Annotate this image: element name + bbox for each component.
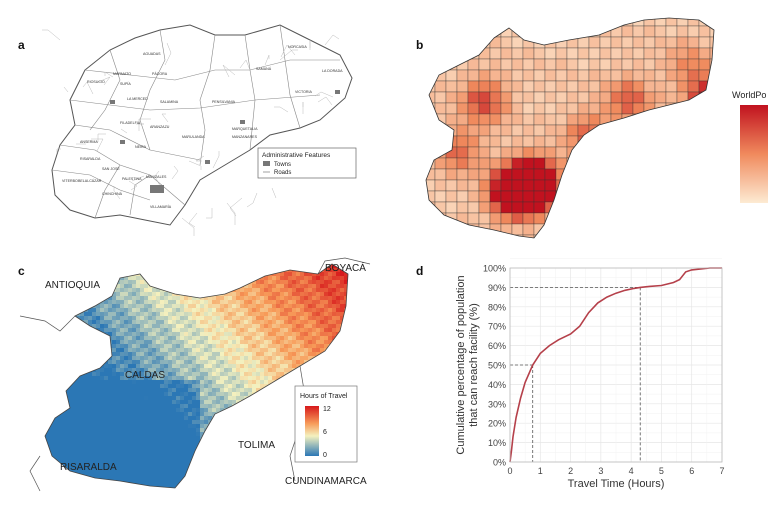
y-tick-label: 50% xyxy=(488,361,506,371)
y-tick-label: 100% xyxy=(483,264,506,274)
municipality-label: FILADELFIA xyxy=(120,121,141,125)
plot-frame xyxy=(509,267,723,463)
label-cundinamarca: CUNDINAMARCA xyxy=(285,476,367,487)
municipality-label: SUPÍA xyxy=(120,82,131,86)
y-tick-label: 0% xyxy=(493,458,506,468)
label-tolima: TOLIMA xyxy=(238,440,275,451)
municipality-label: ARANZAZU xyxy=(150,125,170,129)
panel-b-legend-title: WorldPo xyxy=(732,90,766,100)
series-line-cumulative xyxy=(509,267,722,463)
panel-b: b WorldPo xyxy=(384,0,768,256)
x-tick-label: 2 xyxy=(568,466,573,476)
panel-a-legend-title: Administrative Features xyxy=(262,152,331,159)
legend-roads: Roads xyxy=(274,170,291,176)
travel-time-map: ANTIOQUIA BOYACÁ CALDAS TOLIMA RISARALDA… xyxy=(19,257,371,492)
y-axis-label-line2: that can reach facility (%) xyxy=(468,303,480,427)
municipality-label: LA MERCED xyxy=(127,97,148,101)
municipality-label: PALESTINA xyxy=(122,177,142,181)
panel-a: a AGUADAS PÁCORA SAMANÁ NORCASIA LA DORADA MA… xyxy=(0,0,384,256)
cumulative-population-chart: 0% 10% 20% 30% 40% 50% 60% 70% 80% 90% 100% 0 1 2 3 4 5… xyxy=(455,258,725,490)
municipality-label: PENSILVANIA xyxy=(212,100,236,104)
legend-tick-12: 12 xyxy=(323,406,331,413)
y-tick-label: 70% xyxy=(488,322,506,332)
y-tick-label: 40% xyxy=(488,380,506,390)
panel-c-legend-bar xyxy=(305,406,319,456)
legend-tick-0: 0 xyxy=(323,452,327,459)
caldas-outline xyxy=(51,24,353,226)
label-risaralda: RISARALDA xyxy=(60,462,117,473)
x-tick-label: 1 xyxy=(538,466,543,476)
y-tick-label: 20% xyxy=(488,419,506,429)
x-tick-label: 0 xyxy=(507,466,512,476)
municipality-label: PÁCORA xyxy=(152,72,168,76)
x-tick-label: 5 xyxy=(659,466,664,476)
municipal-map: AGUADAS PÁCORA SAMANÁ NORCASIA LA DORADA MARM… xyxy=(42,24,357,236)
panel-a-label: a xyxy=(18,38,25,52)
legend-towns: Towns xyxy=(274,162,291,168)
municipality-label: AGUADAS xyxy=(143,52,161,56)
label-antioquia: ANTIOQUIA xyxy=(45,280,100,291)
municipality-label: MANIZALES xyxy=(146,175,167,179)
municipality-label: MARULANDA xyxy=(182,135,205,139)
x-axis-label: Travel Time (Hours) xyxy=(568,478,665,490)
municipality-label: RISARALDA xyxy=(80,157,101,161)
municipality-label: MARMATO xyxy=(113,72,131,76)
y-axis-label-line1: Cumulative percentage of population xyxy=(455,275,467,454)
municipality-label: NEIRA xyxy=(135,145,147,149)
y-tick-label: 90% xyxy=(488,283,506,293)
panel-b-legend-bar xyxy=(740,105,768,203)
y-tick-label: 10% xyxy=(488,438,506,448)
label-caldas: CALDAS xyxy=(125,370,165,381)
x-tick-label: 7 xyxy=(719,466,724,476)
municipality-label: CHINCHINÁ xyxy=(102,192,123,196)
municipality-label: BELALCÁZAR xyxy=(78,179,102,183)
municipality-label: NORCASIA xyxy=(288,45,307,49)
panel-d-label: d xyxy=(416,264,424,278)
municipality-label: ANSERMA xyxy=(80,140,98,144)
y-tick-label: 60% xyxy=(488,341,506,351)
x-tick-label: 6 xyxy=(689,466,694,476)
municipality-label: MANZANARES xyxy=(232,135,258,139)
y-tick-label: 80% xyxy=(488,302,506,312)
label-boyaca: BOYACÁ xyxy=(325,261,366,274)
municipality-label: VITERBO xyxy=(62,179,78,183)
municipality-label: VILLAMARÍA xyxy=(150,205,172,209)
municipality-label: RIOSUCIO xyxy=(87,80,105,84)
x-tick-label: 4 xyxy=(629,466,634,476)
municipality-label: MARQUETALIA xyxy=(232,127,258,131)
panel-d: d 0% 10% 20% 30% 40% 50% 60% 70% 80% 90% 100% 0 1 2 3… xyxy=(384,256,768,512)
municipality-label: SAN JOSÉ xyxy=(102,166,120,171)
municipality-label: LA DORADA xyxy=(322,69,343,73)
panel-c-legend-title: Hours of Travel xyxy=(300,393,348,400)
municipality-label: VICTORIA xyxy=(295,90,313,94)
x-tick-label: 3 xyxy=(598,466,603,476)
panel-a-legend xyxy=(257,147,357,179)
panel-b-label: b xyxy=(416,38,424,52)
municipality-label: SAMANÁ xyxy=(256,67,272,71)
legend-tick-6: 6 xyxy=(323,429,327,436)
municipality-label: SALAMINA xyxy=(160,100,179,104)
population-grid-map: WorldPo xyxy=(425,17,768,239)
y-tick-label: 30% xyxy=(488,399,506,409)
panel-c: c ANTIOQUIA BOYACÁ CALDAS TOLIMA RISARAL… xyxy=(0,256,384,512)
panel-c-label: c xyxy=(18,264,25,278)
